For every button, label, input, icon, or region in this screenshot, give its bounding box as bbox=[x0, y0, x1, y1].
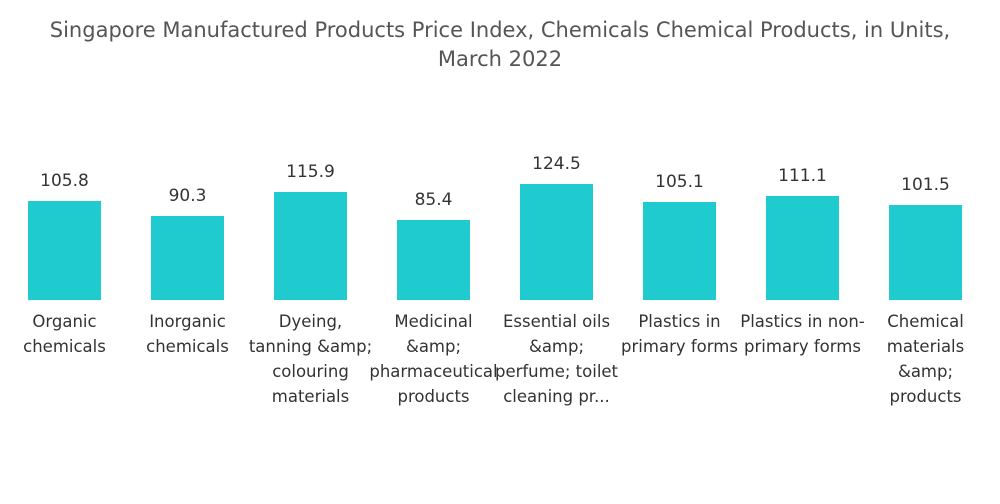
x-tick-label: Plastics in non-primary forms bbox=[740, 312, 865, 356]
x-tick-label: Organic chemicals bbox=[23, 312, 106, 356]
data-label: 105.1 bbox=[655, 172, 704, 193]
data-label: 85.4 bbox=[414, 190, 453, 211]
bar bbox=[643, 202, 716, 300]
bar bbox=[274, 192, 347, 300]
x-tick-label: Medicinal &amp; pharmaceutical products bbox=[369, 312, 498, 406]
bar bbox=[889, 205, 962, 300]
data-label: 105.8 bbox=[40, 171, 89, 192]
data-label: 115.9 bbox=[286, 162, 335, 182]
x-tick-label: Essential oils &amp; perfume; toilet cle… bbox=[494, 312, 619, 406]
chart-title: Singapore Manufactured Products Price In… bbox=[49, 18, 951, 71]
data-label: 124.5 bbox=[532, 154, 581, 174]
x-tick-label: Chemical materials &amp; products bbox=[886, 312, 965, 406]
bar bbox=[397, 220, 470, 300]
x-tick-label: Plastics in primary forms bbox=[621, 312, 738, 356]
bar bbox=[520, 184, 593, 300]
bar bbox=[766, 196, 839, 300]
data-label: 90.3 bbox=[168, 185, 207, 206]
data-label: 111.1 bbox=[778, 166, 827, 187]
x-tick-label: Dyeing, tanning &amp; colouring material… bbox=[248, 312, 373, 406]
bar bbox=[151, 215, 224, 300]
x-tick-label: Inorganic chemicals bbox=[146, 312, 229, 356]
bar bbox=[28, 201, 101, 300]
data-label: 101.5 bbox=[901, 175, 950, 196]
